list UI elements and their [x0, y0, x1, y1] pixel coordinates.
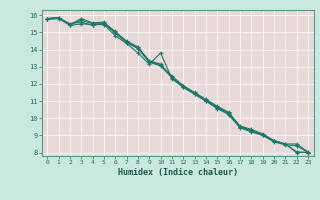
X-axis label: Humidex (Indice chaleur): Humidex (Indice chaleur)	[118, 168, 237, 177]
